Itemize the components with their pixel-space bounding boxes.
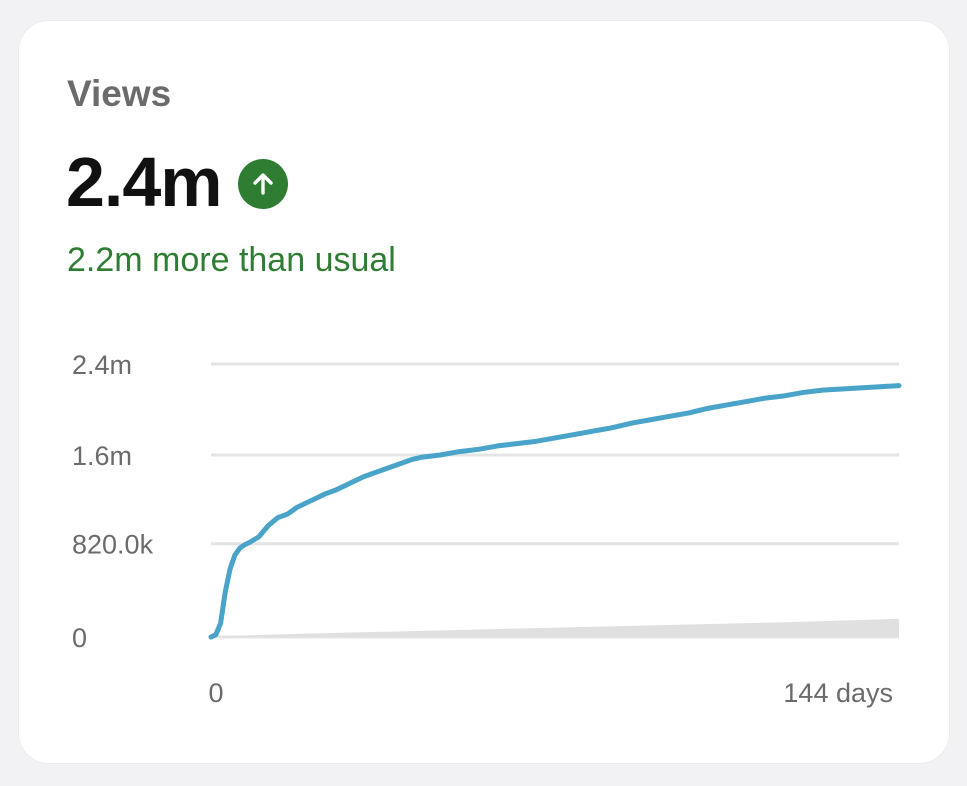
y-axis-ticks: 2.4m 1.6m 820.0k 0 <box>72 350 154 653</box>
x-tick-start: 0 <box>208 678 223 708</box>
usual-views-area <box>211 618 899 637</box>
y-tick-label: 1.6m <box>72 441 132 471</box>
y-tick-label: 2.4m <box>72 350 132 380</box>
arrow-up-icon <box>237 159 288 209</box>
comparison-subtitle: 2.2m more than usual <box>67 241 396 279</box>
views-line <box>208 383 902 640</box>
metric-value: 2.4m <box>66 143 223 221</box>
y-tick-label: 0 <box>72 623 87 653</box>
card-title: Views <box>67 73 172 114</box>
metric-row: 2.4m <box>66 147 288 217</box>
y-tick-label: 820.0k <box>72 530 154 560</box>
arrow-up-glyph <box>252 173 273 195</box>
x-tick-end: 144 days <box>783 678 893 708</box>
chart-series <box>208 383 902 640</box>
